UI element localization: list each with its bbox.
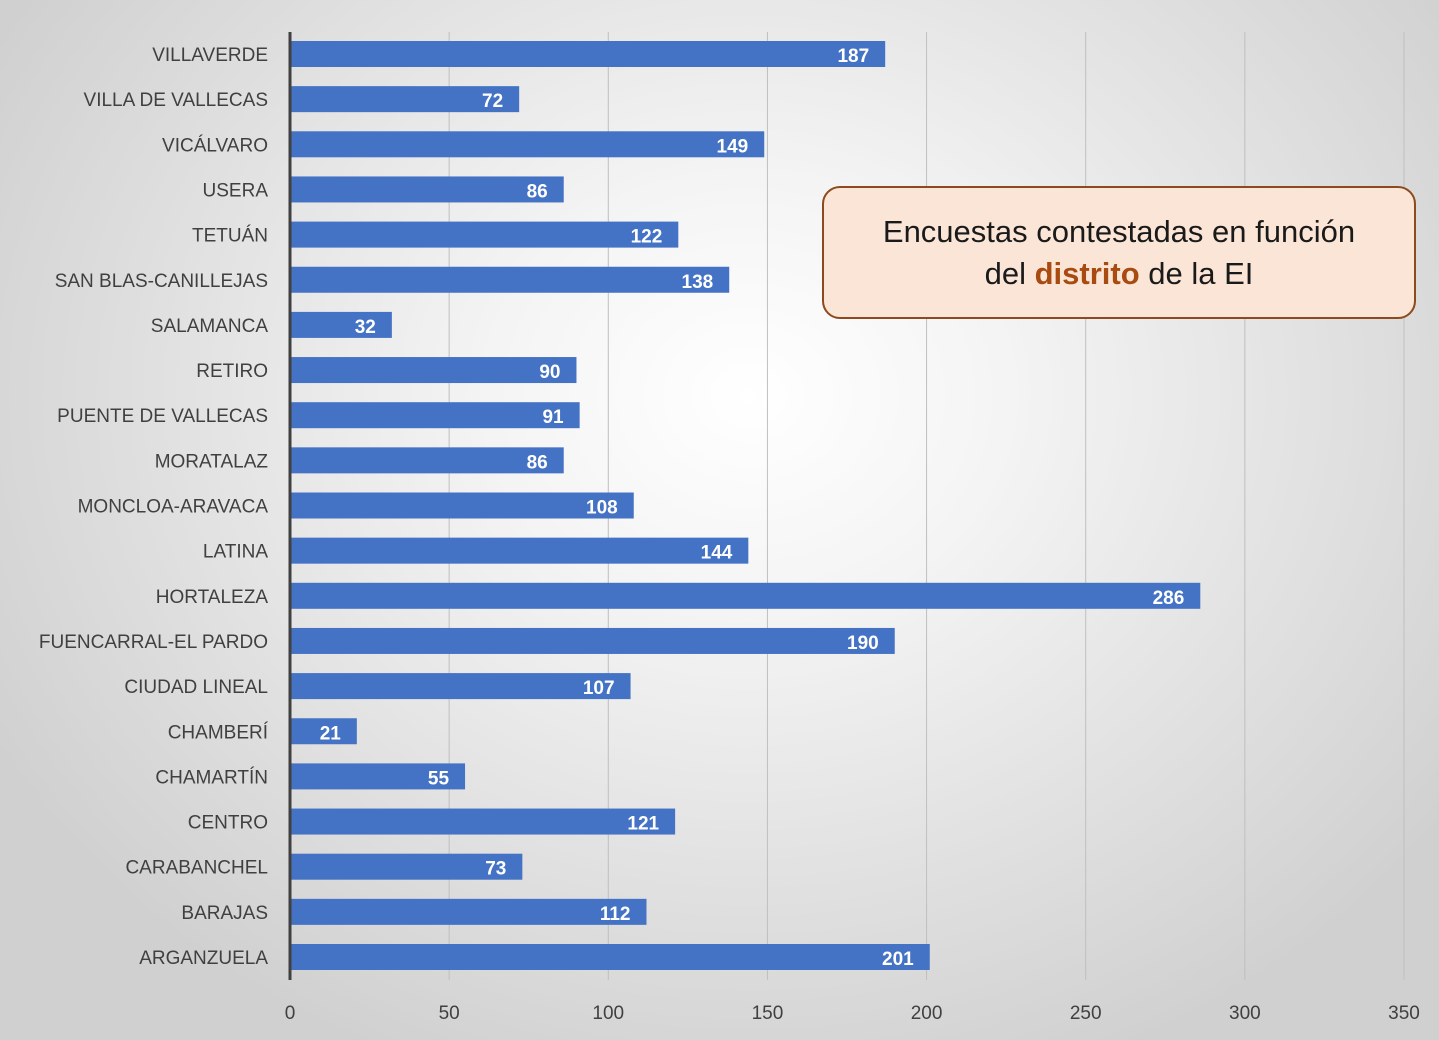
- category-label: VILLAVERDE: [152, 45, 268, 66]
- category-label: ARGANZUELA: [139, 948, 268, 969]
- category-label: CARABANCHEL: [125, 858, 268, 879]
- bar: [291, 357, 577, 384]
- bar: [291, 266, 730, 293]
- category-label: MONCLOA-ARAVACA: [78, 497, 269, 518]
- annotation-line-2-post: de la EI: [1139, 255, 1254, 291]
- category-label: HORTALEZA: [156, 587, 269, 608]
- bar: [291, 537, 749, 564]
- category-label: SALAMANCA: [151, 316, 269, 337]
- bar: [291, 41, 886, 67]
- category-labels: VILLAVERDE VILLA DE VALLECAS VICÁLVARO USER…: [39, 45, 269, 969]
- category-label: RETIRO: [196, 361, 268, 382]
- data-label: 121: [627, 814, 659, 835]
- category-label: CHAMBERÍ: [168, 722, 269, 743]
- bar: [291, 582, 1201, 609]
- chart-annotation-box: Encuestas contestadas en función del dis…: [822, 186, 1416, 319]
- category-label: CENTRO: [188, 813, 268, 834]
- category-label: CIUDAD LINEAL: [124, 677, 268, 698]
- x-axis-tick-labels: 0 50 100 150 200 250 300 350: [285, 1003, 1420, 1024]
- bar: [291, 853, 523, 880]
- data-label: 144: [701, 543, 733, 564]
- data-label: 90: [539, 362, 560, 383]
- bar: [291, 311, 392, 338]
- data-label: 112: [600, 904, 631, 925]
- annotation-line-2-pre: del: [984, 255, 1035, 291]
- bar: [291, 176, 564, 203]
- data-label: 187: [837, 46, 869, 67]
- annotation-line-1: Encuestas contestadas en función: [882, 213, 1356, 249]
- data-label: 91: [542, 407, 564, 428]
- category-label: BARAJAS: [181, 903, 268, 924]
- data-label: 107: [583, 678, 615, 699]
- bar: [291, 447, 564, 474]
- data-label: 190: [847, 633, 879, 654]
- data-label: 149: [717, 136, 749, 157]
- category-label: SAN BLAS-CANILLEJAS: [55, 271, 268, 292]
- x-tick-label: 100: [592, 1003, 624, 1024]
- bar: [291, 673, 631, 700]
- data-label: 286: [1153, 588, 1185, 609]
- category-label: TETUÁN: [192, 226, 268, 247]
- data-label: 122: [631, 227, 663, 248]
- data-label: 201: [882, 949, 914, 970]
- x-tick-label: 200: [911, 1003, 943, 1024]
- category-label: VILLA DE VALLECAS: [84, 90, 268, 111]
- data-label: 108: [586, 498, 618, 519]
- data-label: 138: [682, 272, 714, 293]
- bar: [291, 898, 647, 925]
- x-tick-label: 300: [1229, 1003, 1261, 1024]
- annotation-text: Encuestas contestadas en función del dis…: [883, 211, 1355, 295]
- category-label: VICÁLVARO: [162, 135, 268, 156]
- bar: [291, 402, 580, 429]
- bar: [291, 718, 357, 745]
- bar: [291, 944, 930, 970]
- x-tick-label: 150: [752, 1003, 784, 1024]
- x-tick-label: 250: [1070, 1003, 1102, 1024]
- category-label: USERA: [203, 180, 269, 201]
- data-label: 86: [527, 181, 548, 202]
- category-label: LATINA: [203, 542, 268, 563]
- bars: 187 72 149 86 122 138 32 90 91 86 108 144 286 190 107 2…: [291, 41, 1201, 970]
- data-label: 86: [527, 452, 548, 473]
- category-label: MORATALAZ: [155, 451, 269, 472]
- annotation-highlight: distrito: [1034, 255, 1140, 291]
- bar: [291, 131, 765, 158]
- category-label: FUENCARRAL-EL PARDO: [39, 632, 268, 653]
- bar: [291, 627, 895, 654]
- bar: [291, 86, 520, 113]
- category-label: PUENTE DE VALLECAS: [57, 406, 268, 427]
- x-tick-label: 350: [1388, 1003, 1420, 1024]
- data-label: 55: [428, 768, 450, 789]
- category-label: CHAMARTÍN: [155, 767, 268, 788]
- data-label: 21: [320, 723, 342, 744]
- data-label: 72: [482, 91, 503, 112]
- bar: [291, 221, 679, 248]
- x-tick-label: 0: [285, 1003, 296, 1024]
- bar: [291, 492, 634, 519]
- data-label: 73: [485, 859, 506, 880]
- data-label: 32: [355, 317, 376, 338]
- bar: [291, 808, 676, 835]
- bar: [291, 763, 466, 790]
- x-tick-label: 50: [439, 1003, 460, 1024]
